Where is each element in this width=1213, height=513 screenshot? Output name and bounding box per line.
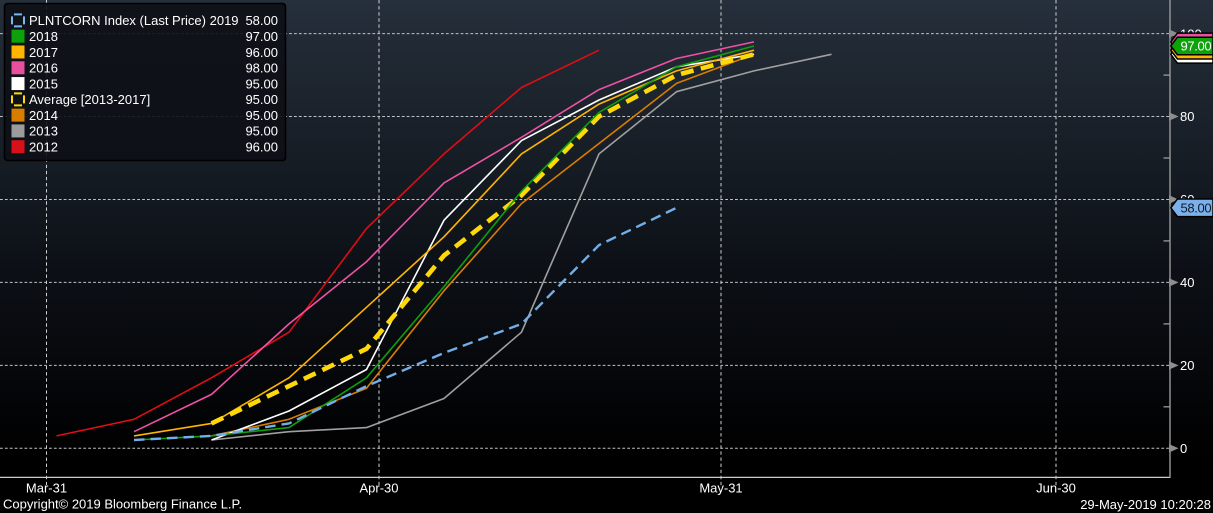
svg-text:40: 40 <box>1180 275 1194 290</box>
svg-text:2017: 2017 <box>29 45 58 60</box>
svg-text:May-31: May-31 <box>699 481 742 496</box>
svg-text:58.00: 58.00 <box>1181 200 1212 215</box>
svg-text:2015: 2015 <box>29 76 58 91</box>
svg-text:80: 80 <box>1180 109 1194 124</box>
svg-text:95.00: 95.00 <box>245 92 278 107</box>
svg-text:Copyright© 2019 Bloomberg Fina: Copyright© 2019 Bloomberg Finance L.P. <box>3 497 242 512</box>
svg-text:95.00: 95.00 <box>245 108 278 123</box>
svg-text:0: 0 <box>1180 441 1187 456</box>
svg-text:97.00: 97.00 <box>245 29 278 44</box>
svg-text:96.00: 96.00 <box>245 140 278 155</box>
svg-text:95.00: 95.00 <box>245 124 278 139</box>
svg-text:95.00: 95.00 <box>245 76 278 91</box>
svg-text:Average [2013-2017]: Average [2013-2017] <box>29 92 150 107</box>
svg-text:96.00: 96.00 <box>245 45 278 60</box>
svg-text:2016: 2016 <box>29 61 58 76</box>
svg-text:20: 20 <box>1180 358 1194 373</box>
svg-text:29-May-2019 10:20:28: 29-May-2019 10:20:28 <box>1080 497 1211 512</box>
svg-text:Apr-30: Apr-30 <box>359 481 398 496</box>
svg-text:Mar-31: Mar-31 <box>26 481 67 496</box>
svg-text:58.00: 58.00 <box>245 13 278 28</box>
svg-text:2012: 2012 <box>29 140 58 155</box>
svg-text:PLNTCORN Index (Last Price) 20: PLNTCORN Index (Last Price) 2019 <box>29 13 239 28</box>
svg-text:97.00: 97.00 <box>1181 39 1212 54</box>
svg-text:2014: 2014 <box>29 108 58 123</box>
svg-text:2013: 2013 <box>29 124 58 139</box>
svg-text:98.00: 98.00 <box>245 61 278 76</box>
svg-text:Jun-30: Jun-30 <box>1036 481 1076 496</box>
svg-text:2018: 2018 <box>29 29 58 44</box>
